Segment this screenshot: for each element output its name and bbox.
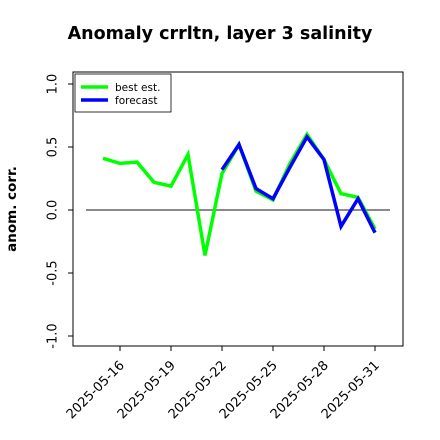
series-line-forecast	[220, 133, 377, 234]
y-tick-label: 0.0	[46, 200, 61, 221]
y-tick-label: -0.5	[46, 260, 61, 285]
legend-label: forecast	[115, 95, 157, 107]
y-tick-label: 1.0	[46, 74, 61, 95]
legend-label: best est.	[115, 82, 160, 94]
y-tick-label: 0.5	[46, 137, 61, 158]
plot-frame	[72, 71, 404, 347]
y-tick-label: -1.0	[46, 323, 61, 348]
chart-title: Anomaly crrltn, layer 3 salinity	[67, 24, 373, 44]
legend-box	[74, 73, 172, 113]
